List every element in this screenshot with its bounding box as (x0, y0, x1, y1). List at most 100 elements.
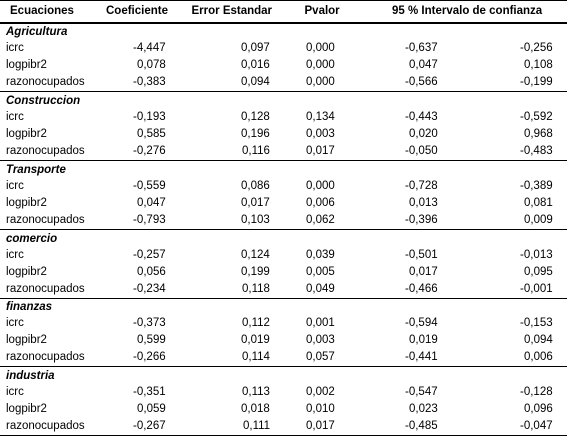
cell-value: -0,351 (133, 386, 166, 398)
cell-value: -0,193 (133, 111, 166, 123)
cell-value: 0,124 (241, 249, 270, 261)
cell-value: 0,017 (306, 420, 335, 432)
column-header: Pvalor (304, 5, 340, 17)
cell-value: 0,116 (242, 145, 270, 157)
cell-value: -0,276 (133, 145, 166, 157)
cell-value: 0,057 (306, 351, 335, 363)
cell-value: -0,559 (133, 180, 166, 192)
cell-value: 0,062 (306, 214, 335, 226)
cell-value: 0,113 (242, 386, 270, 398)
cell-value: 0,094 (524, 334, 553, 346)
cell-value: -0,266 (133, 351, 166, 363)
cell-value: -0,728 (405, 180, 438, 192)
cell-value: 0,108 (524, 59, 553, 71)
cell-value: 0,023 (409, 403, 438, 415)
row-label: logpibr2 (6, 128, 47, 140)
cell-value: -0,257 (133, 249, 166, 261)
cell-value: 0,020 (409, 128, 438, 140)
cell-value: 0,199 (241, 266, 270, 278)
cell-value: -0,153 (520, 317, 553, 329)
row-label: logpibr2 (6, 403, 47, 415)
section-title: Transporte (6, 164, 66, 176)
cell-value: 0,096 (524, 403, 553, 415)
cell-value: 0,018 (241, 403, 270, 415)
cell-value: -0,441 (405, 351, 438, 363)
cell-value: 0,599 (137, 334, 166, 346)
cell-value: 0,047 (137, 197, 166, 209)
section-title: comercio (6, 233, 58, 245)
cell-value: 0,047 (409, 59, 438, 71)
cell-value: 0,003 (306, 128, 335, 140)
cell-value: 0,000 (306, 76, 335, 88)
cell-value: -0,466 (405, 283, 438, 295)
cell-value: 0,005 (306, 266, 335, 278)
cell-value: 0,000 (306, 59, 335, 71)
cell-value: 0,134 (306, 111, 335, 123)
cell-value: -0,383 (133, 76, 166, 88)
cell-value: 0,114 (242, 351, 270, 363)
row-label: logpibr2 (6, 334, 47, 346)
row-label: razonocupados (6, 76, 85, 88)
cell-value: 0,017 (409, 266, 438, 278)
cell-value: 0,013 (409, 197, 438, 209)
cell-value: 0,049 (306, 283, 335, 295)
cell-value: 0,001 (306, 317, 335, 329)
cell-value: -0,001 (520, 283, 553, 295)
cell-value: 0,196 (241, 128, 270, 140)
cell-value: -0,013 (520, 249, 553, 261)
rule (0, 229, 567, 230)
rule (0, 91, 567, 92)
cell-value: -0,396 (405, 214, 438, 226)
row-label: razonocupados (6, 214, 85, 226)
cell-value: -0,594 (405, 317, 438, 329)
cell-value: 0,086 (241, 180, 270, 192)
cell-value: 0,112 (242, 317, 270, 329)
rule (0, 298, 567, 299)
cell-value: 0,111 (243, 420, 271, 432)
column-header: Coeficiente (106, 5, 168, 17)
row-label: icrc (6, 386, 24, 398)
cell-value: 0,128 (241, 111, 270, 123)
section-title: finanzas (6, 301, 53, 313)
cell-value: -0,637 (405, 42, 438, 54)
cell-value: -0,793 (133, 214, 166, 226)
cell-value: -0,501 (405, 249, 438, 261)
cell-value: 0,003 (306, 334, 335, 346)
row-label: razonocupados (6, 420, 85, 432)
cell-value: -0,234 (133, 283, 166, 295)
rule (0, 160, 567, 161)
cell-value: 0,103 (241, 214, 270, 226)
row-label: razonocupados (6, 351, 85, 363)
row-label: razonocupados (6, 283, 85, 295)
cell-value: 0,094 (241, 76, 270, 88)
cell-value: -0,050 (405, 145, 438, 157)
cell-value: 0,000 (306, 42, 335, 54)
cell-value: 0,006 (306, 197, 335, 209)
cell-value: 0,002 (306, 386, 335, 398)
column-header: Error Estandar (191, 5, 273, 17)
rule (0, 0, 567, 1)
column-header: Ecuaciones (10, 5, 74, 17)
row-label: logpibr2 (6, 59, 47, 71)
cell-value: 0,019 (241, 334, 270, 346)
row-label: razonocupados (6, 145, 85, 157)
cell-value: -0,592 (520, 111, 553, 123)
cell-value: 0,019 (409, 334, 438, 346)
row-label: icrc (6, 317, 24, 329)
section-title: Agricultura (6, 26, 68, 38)
cell-value: 0,585 (137, 128, 166, 140)
row-label: icrc (6, 42, 24, 54)
cell-value: 0,095 (524, 266, 553, 278)
cell-value: 0,118 (242, 283, 270, 295)
cell-value: -0,128 (520, 386, 553, 398)
cell-value: -0,485 (405, 420, 438, 432)
cell-value: 0,039 (306, 249, 335, 261)
column-header: 95 % Intervalo de confianza (392, 5, 543, 17)
cell-value: -0,256 (520, 42, 553, 54)
rule (0, 435, 567, 436)
cell-value: -0,547 (405, 386, 438, 398)
cell-value: 0,006 (524, 351, 553, 363)
cell-value: 0,010 (306, 403, 335, 415)
cell-value: -0,566 (405, 76, 438, 88)
